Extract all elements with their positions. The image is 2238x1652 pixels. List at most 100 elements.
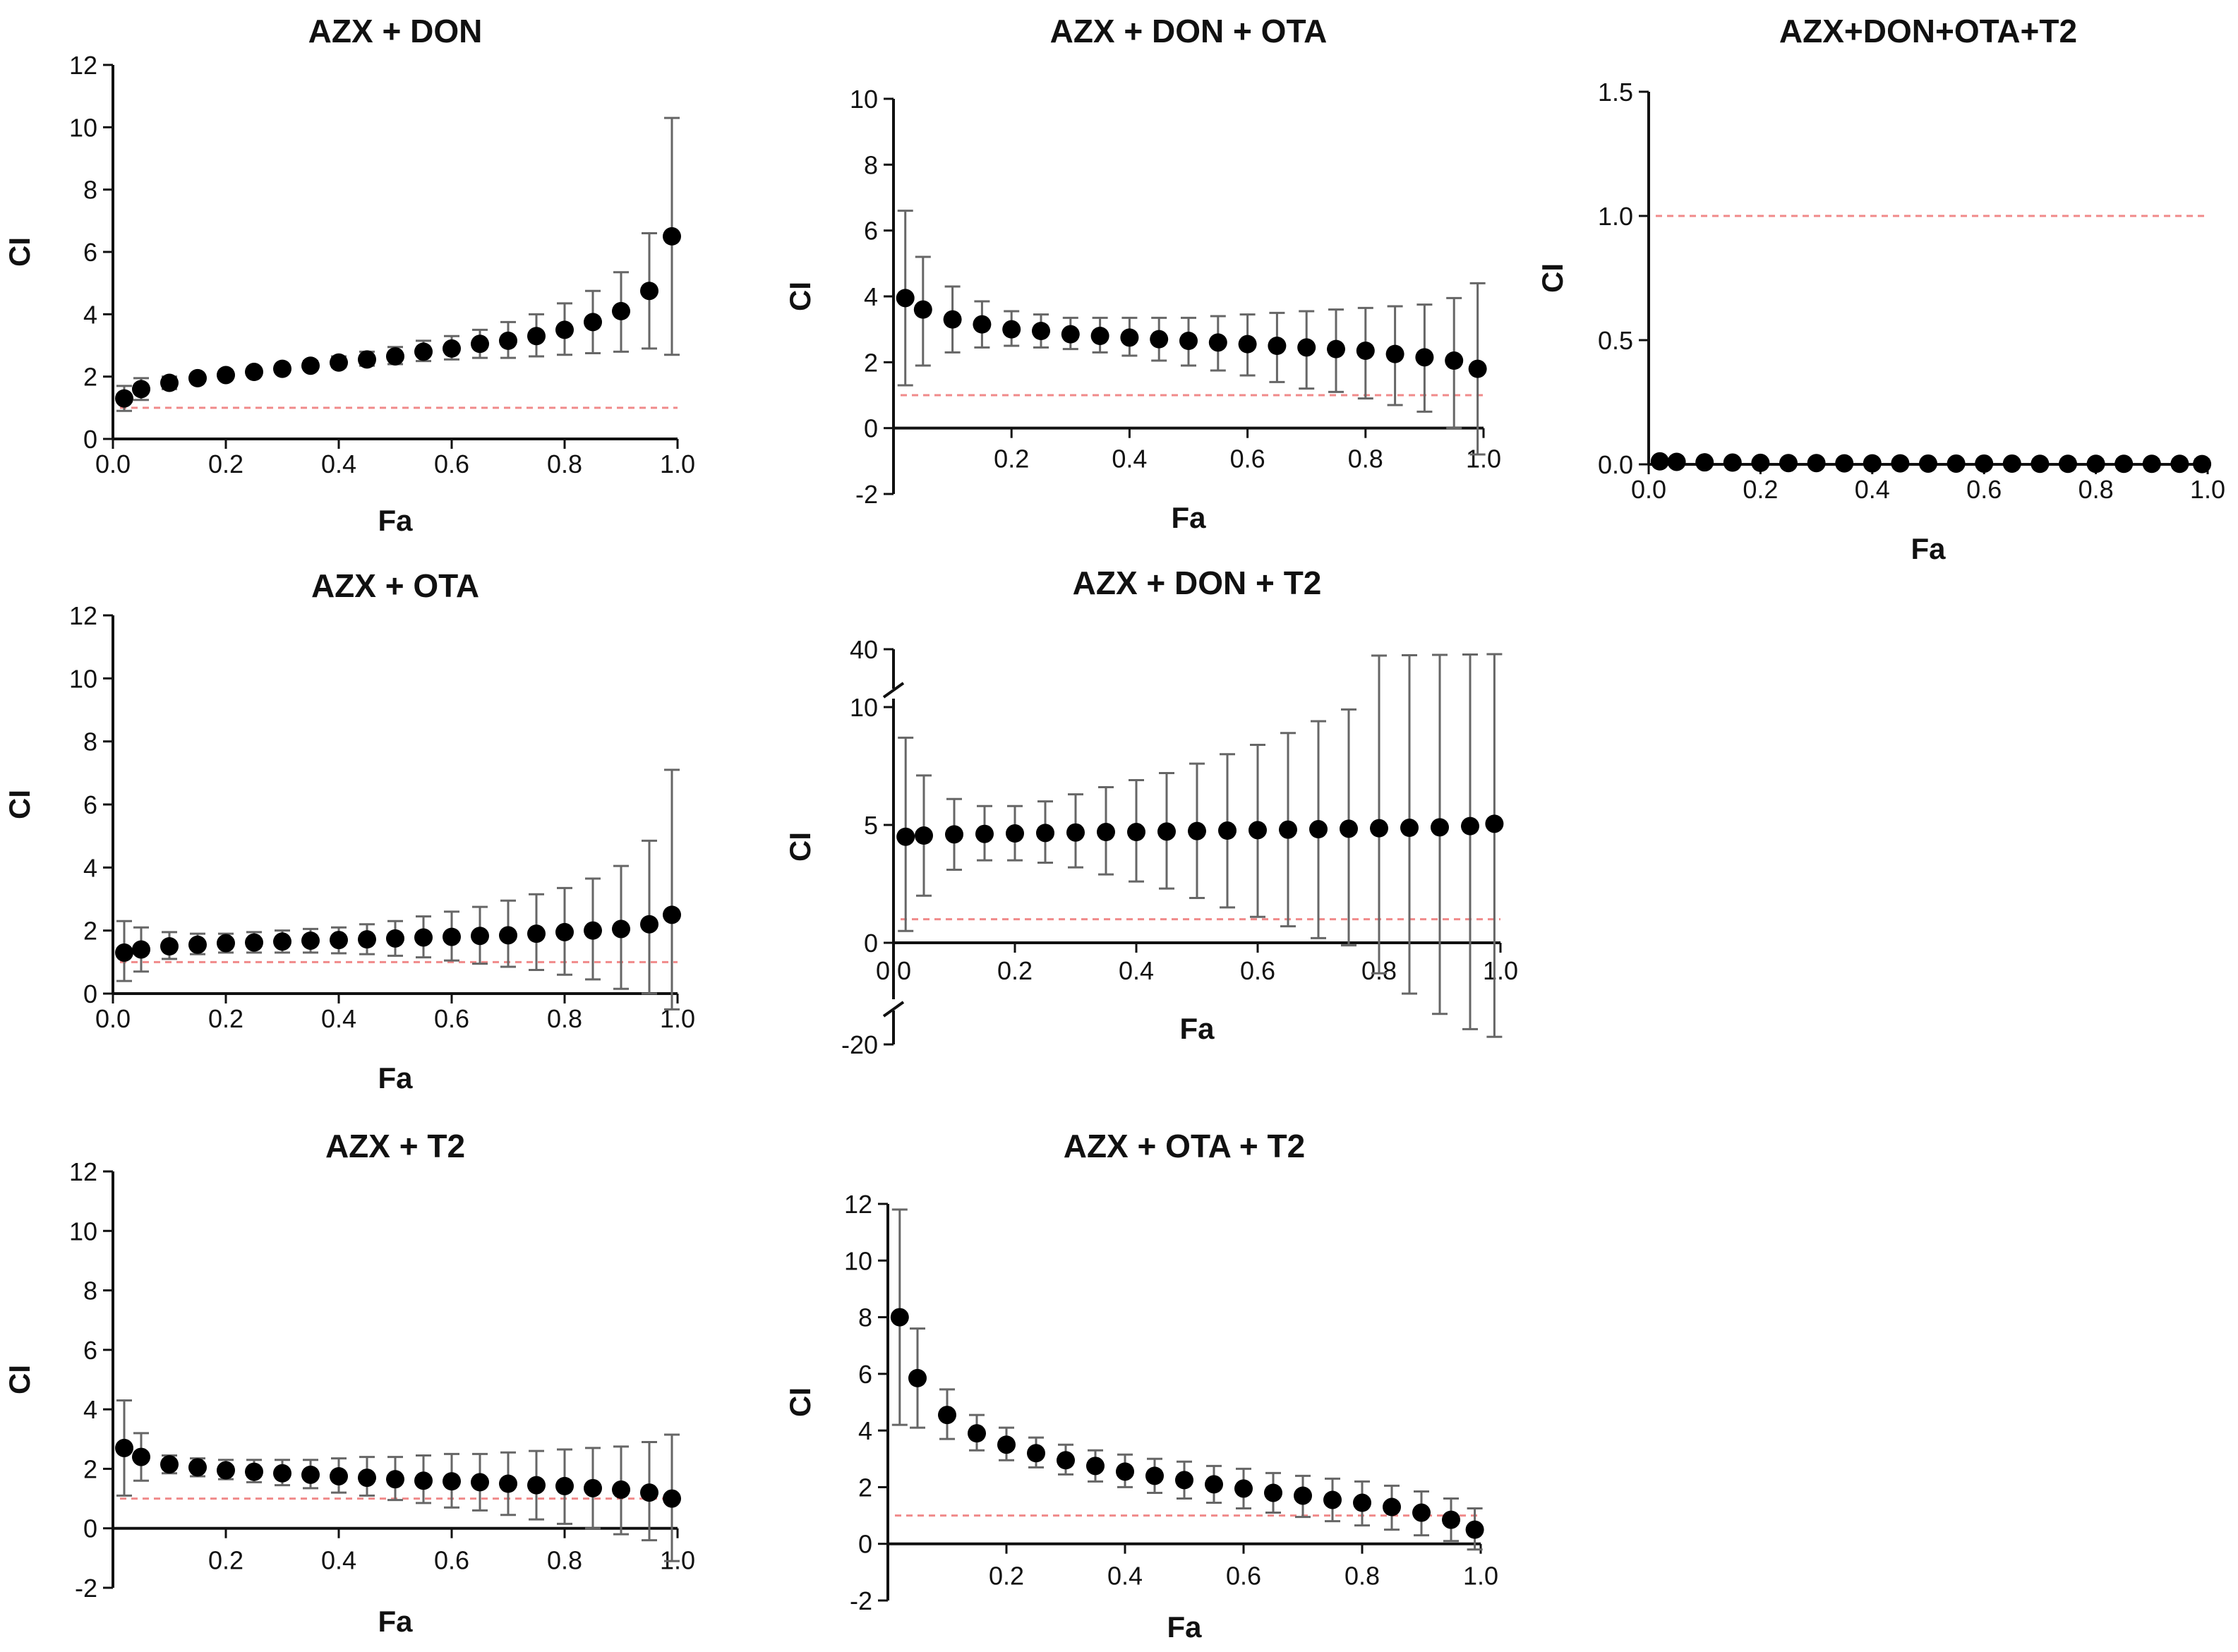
x-tick-label: 0.2	[997, 956, 1033, 985]
data-point	[1205, 1475, 1223, 1494]
data-point	[1667, 452, 1686, 471]
y-tick-label: 2	[864, 348, 878, 377]
data-point	[1465, 1520, 1484, 1539]
data-point	[499, 1474, 517, 1493]
x-tick-label: 0.4	[321, 450, 356, 478]
data-point	[973, 315, 992, 334]
y-tick-label: -20	[841, 1030, 878, 1059]
data-point	[908, 1368, 927, 1387]
data-point	[358, 930, 376, 949]
data-point	[115, 943, 133, 962]
y-tick-label: 12	[69, 1157, 97, 1186]
x-tick-label: 1.0	[660, 450, 695, 478]
y-tick-label: 10	[69, 1217, 97, 1246]
data-point	[471, 927, 489, 946]
y-tick-label: 10	[850, 693, 878, 722]
y-tick-label: 10	[69, 113, 97, 142]
data-point	[1309, 820, 1328, 839]
data-point	[217, 1461, 235, 1480]
x-tick-label: 0.0	[1631, 475, 1666, 504]
data-point	[1116, 1462, 1134, 1481]
data-point	[132, 940, 150, 959]
y-tick-label: 4	[83, 300, 97, 329]
panel-azx_don_ota: AZX + DON + OTA -2 0 2 4 6 8 10 0.2 0.4 0.6 0.8 1.0 F…	[783, 13, 1501, 534]
data-point	[1340, 819, 1358, 838]
data-point	[997, 1435, 1016, 1454]
x-tick-label: 1.0	[1463, 1562, 1498, 1591]
y-tick-label: 0	[83, 425, 97, 454]
data-point	[1145, 1466, 1164, 1485]
y-tick-label: 4	[83, 853, 97, 882]
x-tick-label: 0.4	[1855, 475, 1890, 504]
data-point	[330, 353, 348, 372]
y-tick-label: -2	[850, 1586, 872, 1615]
data-point	[2086, 454, 2105, 474]
x-axis-label: Fa	[378, 1061, 413, 1095]
data-point	[414, 1471, 433, 1490]
data-point	[115, 389, 133, 408]
data-point	[527, 924, 546, 943]
data-point	[1356, 342, 1375, 360]
x-tick-label: 0.2	[208, 1546, 243, 1575]
y-tick-label: 0	[864, 414, 878, 443]
data-point	[896, 827, 915, 846]
data-point	[245, 1462, 263, 1481]
data-point	[913, 300, 932, 319]
data-point	[1327, 339, 1345, 358]
y-tick-label: -2	[75, 1574, 97, 1603]
y-tick-label: 6	[858, 1360, 872, 1389]
data-point	[1650, 452, 1669, 471]
data-point	[301, 356, 320, 375]
x-tick-label: 1.0	[1466, 445, 1501, 474]
y-tick-label: 10	[844, 1246, 872, 1275]
data-point	[1947, 454, 1966, 473]
data-point	[330, 1466, 348, 1485]
data-point	[1461, 816, 1479, 836]
y-tick-label: 12	[69, 601, 97, 630]
data-point	[1097, 823, 1115, 842]
x-tick-label: 0.8	[547, 1546, 582, 1575]
data-point	[188, 1458, 207, 1477]
y-tick-label: 6	[864, 217, 878, 246]
data-point	[612, 1480, 630, 1499]
data-point	[640, 282, 658, 301]
data-point	[1090, 327, 1109, 345]
data-point	[584, 921, 602, 940]
data-point	[1234, 1479, 1253, 1498]
data-point	[1238, 334, 1257, 354]
data-point	[132, 380, 150, 399]
x-tick-label: 0.2	[1743, 475, 1778, 504]
x-tick-label: 0.2	[989, 1562, 1024, 1591]
y-tick-label: 12	[69, 51, 97, 80]
x-tick-label: 1.0	[2190, 475, 2225, 504]
x-tick-label: 0.6	[434, 1546, 469, 1575]
data-point	[1323, 1490, 1342, 1509]
x-axis-label: Fa	[1167, 1610, 1202, 1644]
data-point	[1383, 1497, 1401, 1517]
x-tick-label: 0.2	[208, 450, 243, 478]
data-point	[188, 368, 207, 387]
data-point	[1468, 359, 1487, 378]
x-tick-label: 0.6	[1240, 956, 1275, 985]
data-point	[160, 1455, 179, 1474]
y-tick-label: 4	[83, 1395, 97, 1424]
x-tick-label: 0.0	[95, 1004, 131, 1033]
data-point	[1442, 1510, 1460, 1529]
x-tick-label: 0.6	[1226, 1562, 1261, 1591]
data-point	[640, 915, 658, 934]
data-point	[1751, 453, 1770, 472]
y-tick-label: 0	[858, 1530, 872, 1559]
data-point	[1066, 823, 1085, 842]
x-tick-label: 1.0	[1483, 956, 1518, 985]
data-point	[414, 342, 433, 361]
data-point	[1431, 818, 1449, 837]
data-point	[1807, 454, 1826, 473]
y-tick-label: 10	[850, 85, 878, 114]
data-point	[1891, 454, 1910, 473]
data-point	[1150, 330, 1169, 349]
data-point	[1723, 453, 1742, 472]
x-axis-label: Fa	[1179, 1012, 1215, 1045]
